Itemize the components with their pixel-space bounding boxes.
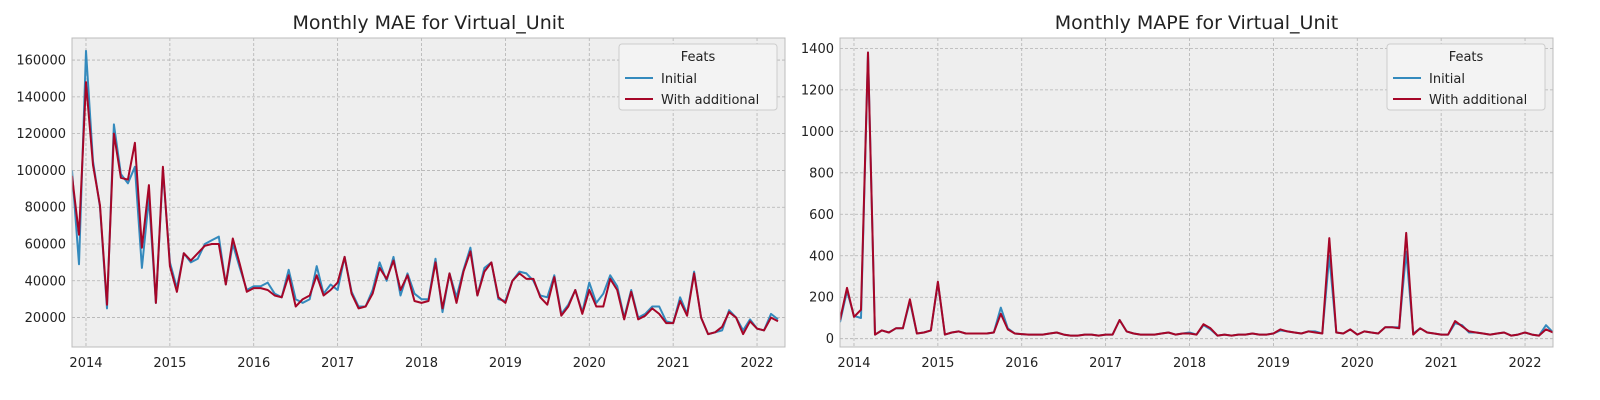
series-line-with-additional: [72, 81, 779, 336]
x-tick-label: 2020: [1341, 356, 1374, 371]
x-tick-label: 2017: [321, 356, 354, 371]
x-tick-label: 2014: [837, 356, 870, 371]
y-tick-label: 800: [809, 166, 834, 181]
x-tick-label: 2014: [69, 356, 102, 371]
plot-frame: [839, 37, 1554, 348]
gridlines: [840, 38, 1553, 347]
x-tick-label: 2019: [489, 356, 522, 371]
y-tick-label: 120000: [16, 127, 66, 142]
y-tick-label: 200: [809, 291, 834, 306]
legend-label: Initial: [661, 72, 697, 87]
y-tick-label: 1400: [801, 42, 834, 57]
y-tick-label: 80000: [25, 201, 66, 216]
gridlines: [72, 38, 785, 347]
legend-title: Feats: [1449, 50, 1484, 65]
x-tick-label: 2016: [1005, 356, 1038, 371]
legend-box: [1386, 43, 1546, 111]
y-tick-label: 140000: [16, 90, 66, 105]
x-tick-label: 2020: [573, 356, 606, 371]
x-tick-label: 2017: [1089, 356, 1122, 371]
y-tick-label: 1000: [801, 125, 834, 140]
y-tick-label: 0: [826, 332, 834, 347]
legend: Feats Initial With additional: [618, 43, 778, 111]
series-line-initial: [72, 49, 779, 336]
legend-box: [618, 43, 778, 111]
legend-label: With additional: [661, 93, 759, 108]
x-tick-label: 2022: [1508, 356, 1541, 371]
mae-chart: 2014 2015 2016 2017 2018 2019 2020 2021 2022 2000…: [16, 12, 786, 371]
legend-label: With additional: [1429, 93, 1527, 108]
x-tick-label: 2021: [1425, 356, 1458, 371]
legend-title: Feats: [681, 50, 716, 65]
series-line-with-additional: [840, 51, 1553, 337]
chart-title: Monthly MAPE for Virtual_Unit: [1055, 12, 1338, 34]
y-tick-label: 600: [809, 208, 834, 223]
y-tick-label: 60000: [25, 238, 66, 253]
y-tick-label: 160000: [16, 54, 66, 69]
x-tick-label: 2022: [740, 356, 773, 371]
x-tick-label: 2015: [153, 356, 186, 371]
x-tick-label: 2018: [1173, 356, 1206, 371]
x-tick-label: 2015: [921, 356, 954, 371]
y-tick-label: 20000: [25, 311, 66, 326]
x-tick-label: 2018: [405, 356, 438, 371]
mape-chart: 2014 2015 2016 2017 2018 2019 2020 2021 2022 0 200…: [801, 12, 1554, 371]
y-tick-label: 400: [809, 249, 834, 264]
y-tick-label: 100000: [16, 164, 66, 179]
y-tick-label: 40000: [25, 274, 66, 289]
plot-frame: [71, 37, 786, 348]
legend-label: Initial: [1429, 72, 1465, 87]
chart-title: Monthly MAE for Virtual_Unit: [293, 12, 565, 34]
x-tick-label: 2019: [1257, 356, 1290, 371]
x-tick-label: 2021: [657, 356, 690, 371]
x-tick-label: 2016: [237, 356, 270, 371]
y-tick-label: 1200: [801, 83, 834, 98]
legend: Feats Initial With additional: [1386, 43, 1546, 111]
